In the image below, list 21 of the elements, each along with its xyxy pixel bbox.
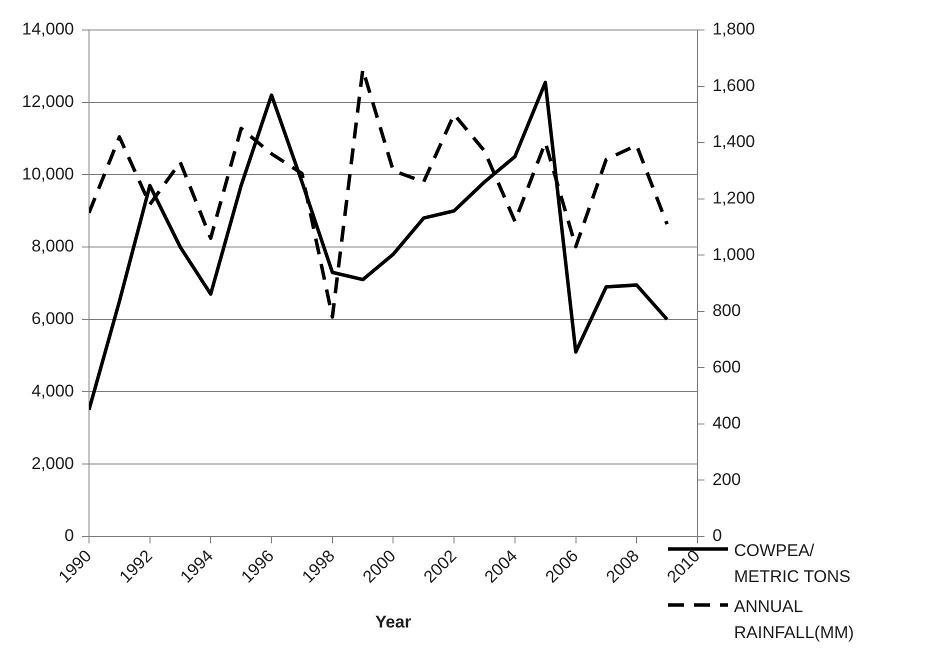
y2-tick-label: 1,800 [712, 20, 756, 39]
y-tick-label: 8,000 [31, 236, 74, 256]
y2-tick-label: 1,600 [712, 76, 756, 95]
y2-tick-label: 400 [712, 414, 741, 433]
y-tick-label: 14,000 [22, 20, 74, 39]
y-tick-label: 0 [64, 526, 74, 546]
y-tick-label: 4,000 [31, 381, 74, 400]
y2-tick-label: 800 [712, 301, 741, 320]
y-tick-label: 12,000 [22, 92, 74, 112]
x-axis-title: Year [375, 612, 412, 632]
legend-label: COWPEA/ METRIC TONS [734, 540, 852, 588]
y2-tick-label: 1,400 [712, 132, 756, 152]
y2-tick-label: 200 [712, 470, 741, 489]
y2-tick-label: 600 [712, 357, 741, 376]
y-tick-label: 6,000 [31, 309, 74, 328]
y2-tick-label: 0 [712, 526, 722, 546]
y-tick-label: 10,000 [22, 164, 74, 184]
legend-label: ANNUAL RAINFALL(MM) [734, 596, 855, 644]
y2-tick-label: 1,000 [712, 244, 756, 264]
y2-tick-label: 1,200 [712, 188, 756, 208]
y-tick-label: 2,000 [31, 454, 74, 473]
